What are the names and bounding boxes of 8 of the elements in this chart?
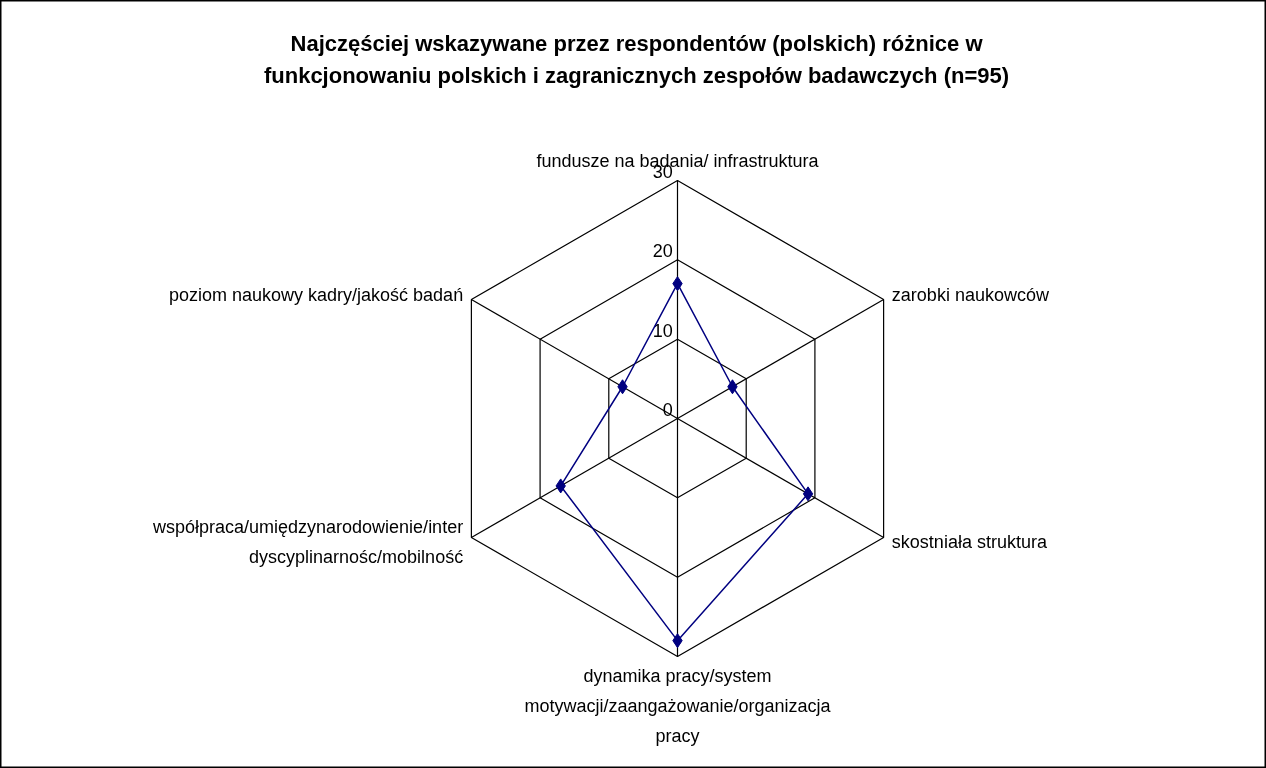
spoke-label: współpraca/umiędzynarodowienie/inter dyscyplinarnośc/mobilność (151, 517, 464, 568)
spoke-label: poziom naukowy kadry/jakość badań (168, 284, 464, 305)
spoke-label: zarobki naukowców (891, 284, 1050, 305)
spoke-label: dynamika pracy/system motywacji/zaangażowanie/organizacja pracy (524, 666, 832, 747)
spoke-label: skostniała struktura (891, 532, 1048, 553)
y-tick-label: 20 (652, 241, 673, 262)
chart-title: Najczęściej wskazywane przez respondentów (polskich) różnice w funkcjonowaniu polskich i zagranicznych zespołów badawczych (n=95) (263, 30, 1010, 88)
y-tick-label: 10 (652, 320, 673, 341)
